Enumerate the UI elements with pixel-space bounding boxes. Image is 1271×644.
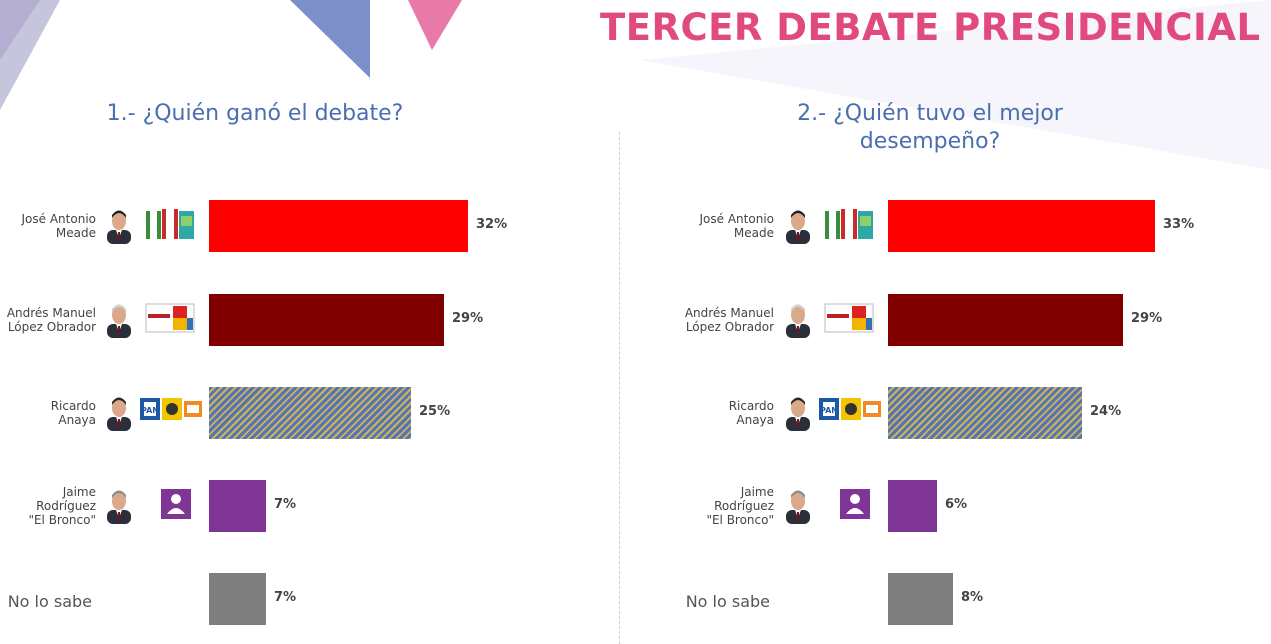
category-label: No lo sabe <box>0 593 92 611</box>
bar <box>888 573 953 625</box>
category-label-line: No lo sabe <box>7 592 92 611</box>
chart-2-title-line: 2.- ¿Quién tuvo el mejor <box>797 101 1063 126</box>
category-label-line: Jaime <box>740 485 774 499</box>
candidate-avatar <box>785 208 811 244</box>
candidate-avatar <box>785 488 811 524</box>
category-label: Jaime Rodríguez "El Bronco" <box>664 485 774 527</box>
value-label: 8% <box>961 590 984 605</box>
category-label-line: José Antonio <box>699 212 774 226</box>
value-label: 25% <box>419 404 451 419</box>
value-label: 33% <box>1163 217 1195 232</box>
bar <box>209 200 468 252</box>
category-label: José Antonio Meade <box>664 212 774 240</box>
bar <box>209 294 444 346</box>
category-label-line: José Antonio <box>21 212 96 226</box>
svg-text:PAN: PAN <box>820 406 838 415</box>
bar <box>209 387 411 439</box>
category-label-line: López Obrador <box>7 320 96 334</box>
category-label-line: Meade <box>733 226 774 240</box>
party-logos <box>160 488 192 524</box>
category-label-line: Rodríguez <box>714 499 774 513</box>
candidate-avatar <box>106 302 132 338</box>
chart-1-title: 1.- ¿Quién ganó el debate? <box>106 101 404 126</box>
party-logos <box>824 300 874 338</box>
bar <box>209 573 266 625</box>
category-label: Ricardo Anaya <box>664 399 774 427</box>
category-label-line: López Obrador <box>685 320 774 334</box>
value-label: 29% <box>1131 311 1163 326</box>
value-label: 7% <box>274 590 297 605</box>
category-label-line: Anaya <box>736 413 774 427</box>
category-label: Andrés Manuel López Obrador <box>0 306 96 334</box>
value-label: 32% <box>476 217 508 232</box>
chart-2-title-line: desempeño? <box>859 129 1001 154</box>
page-title: TERCER DEBATE PRESIDENCIAL <box>600 6 1261 49</box>
candidate-avatar <box>785 395 811 431</box>
category-label-line: Meade <box>55 226 96 240</box>
party-logos <box>145 208 195 246</box>
bar <box>888 200 1155 252</box>
candidate-avatar <box>106 488 132 524</box>
party-logos <box>824 208 874 246</box>
category-label-line: "El Bronco" <box>28 513 96 527</box>
party-logos: PAN <box>140 397 204 425</box>
category-label-line: Andrés Manuel <box>6 306 96 320</box>
category-label-line: Anaya <box>58 413 96 427</box>
candidate-avatar <box>785 302 811 338</box>
party-logos: PAN <box>819 397 883 425</box>
category-label-line: Ricardo <box>50 399 96 413</box>
category-label: Andrés Manuel López Obrador <box>664 306 774 334</box>
value-label: 24% <box>1090 404 1122 419</box>
category-label-line: Jaime <box>62 485 96 499</box>
svg-text:PAN: PAN <box>141 406 159 415</box>
category-label-line: Rodríguez <box>36 499 96 513</box>
category-label: Ricardo Anaya <box>0 399 96 427</box>
value-label: 7% <box>274 497 297 512</box>
chart-2-title: 2.- ¿Quién tuvo el mejor desempeño? <box>720 100 1140 156</box>
divider <box>619 132 620 644</box>
party-logos <box>145 300 195 338</box>
category-label: José Antonio Meade <box>0 212 96 240</box>
party-logos <box>839 488 871 524</box>
bar <box>888 387 1082 439</box>
category-label-line: No lo sabe <box>685 592 770 611</box>
bar <box>888 294 1123 346</box>
value-label: 6% <box>945 497 968 512</box>
bar <box>888 480 937 532</box>
candidate-avatar <box>106 208 132 244</box>
value-label: 29% <box>452 311 484 326</box>
category-label-line: "El Bronco" <box>706 513 774 527</box>
category-label-line: Andrés Manuel <box>684 306 774 320</box>
bar <box>209 480 266 532</box>
candidate-avatar <box>106 395 132 431</box>
category-label-line: Ricardo <box>728 399 774 413</box>
category-label: Jaime Rodríguez "El Bronco" <box>0 485 96 527</box>
category-label: No lo sabe <box>674 593 770 611</box>
